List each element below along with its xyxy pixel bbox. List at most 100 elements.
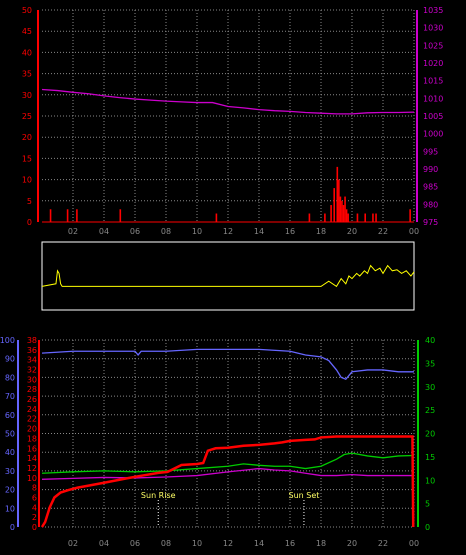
barometer-axis-label: Barometer (hpa)	[372, 0, 463, 12]
baro-tick-label: 975	[423, 218, 438, 227]
humidity-tick-label: 90	[5, 355, 15, 364]
baro-tick-label: 1035	[423, 6, 443, 15]
compass-s-top: S	[436, 237, 443, 250]
rain-tick-label: 2	[32, 513, 37, 522]
baro-tick-label: 985	[423, 183, 438, 192]
baro-tick-label: 980	[423, 200, 438, 209]
wind-bar	[364, 213, 366, 222]
rain-tick-label: 10	[27, 474, 37, 483]
dewpoint-line	[41, 467, 414, 480]
x-tick-label: 16	[285, 539, 295, 548]
wind-tick-label: 10	[22, 176, 32, 185]
x-tick-label: 20	[347, 539, 357, 548]
x-tick-label: 22	[378, 227, 388, 236]
wind-bar	[372, 213, 374, 222]
rain-tick-label: 22	[27, 415, 37, 424]
wind-tick-label: 30	[22, 91, 32, 100]
direction-frame	[41, 241, 415, 311]
wind-bar	[356, 213, 359, 222]
wind-bar	[330, 205, 332, 222]
rain-tick-label: 14	[27, 454, 37, 463]
chart-title: 24 hour graph day - 06 December 2005	[172, 0, 391, 12]
x-tick-label: 04	[99, 227, 109, 236]
rain-hum-temp-panel: 02 04 06 08 10 12 14 16 18 20 22 000102030405060708…	[0, 336, 435, 548]
temperature-axis-label: Temperature (°C)	[311, 319, 407, 332]
x-tick-label: 08	[161, 227, 171, 236]
wind-bar	[336, 166, 339, 222]
compass-s-bottom: S	[436, 305, 443, 318]
x-tick-label: 14	[254, 227, 264, 236]
temp-tick-label: 25	[425, 406, 435, 415]
temp-tick-label: 20	[425, 430, 435, 439]
rainfall-line	[40, 435, 415, 528]
wind-tick-label: 50	[22, 6, 32, 15]
wind-bar	[333, 188, 335, 222]
x-tick-label: 00	[409, 227, 419, 236]
humidity-tick-label: 80	[5, 373, 15, 382]
wind-bar	[342, 205, 345, 222]
baro-tick-label: 1005	[423, 112, 443, 121]
humidity-tick-label: 10	[5, 504, 15, 513]
temp-tick-label: 15	[425, 453, 435, 462]
x-tick-label: 12	[223, 539, 233, 548]
x-tick-label: 04	[99, 539, 109, 548]
wind-tick-label: 0	[27, 218, 32, 227]
rain-tick-label: 34	[27, 356, 37, 365]
rain-tick-label: 16	[27, 444, 37, 453]
barometer-line	[41, 88, 415, 115]
wind-bar	[215, 213, 218, 222]
dewpoint-axis-label: Dew Point (°C)	[393, 319, 466, 332]
rain-tick-label: 0	[32, 523, 37, 532]
wind-tick-label: 15	[22, 154, 32, 163]
humidity-line	[41, 348, 414, 381]
rain-tick-label: 26	[27, 395, 37, 404]
wind-bar	[339, 196, 342, 222]
x-tick-label: 06	[130, 539, 140, 548]
humidity-tick-label: 70	[5, 392, 15, 401]
rain-tick-label: 24	[27, 405, 37, 414]
rain-tick-label: 6	[32, 493, 37, 502]
wind-tick-label: 5	[27, 197, 32, 206]
humidity-tick-label: 50	[5, 430, 15, 439]
x-tick-label: 02	[68, 539, 78, 548]
rain-tick-label: 38	[27, 336, 37, 345]
temp-tick-label: 5	[425, 500, 430, 509]
temp-tick-label: 40	[425, 336, 435, 345]
baro-tick-label: 1030	[423, 24, 443, 33]
wind-bar	[375, 213, 377, 222]
x-tick-label: 10	[192, 539, 202, 548]
compass-w: W	[436, 288, 447, 301]
x-tick-label: 18	[316, 539, 326, 548]
humidity-tick-label: 60	[5, 411, 15, 420]
wind-tick-label: 45	[22, 27, 32, 36]
wind-baro-panel: 02 04 06 08 10 12 14 16 18 20 22 000510152025303540…	[22, 6, 444, 236]
x-tick-label: 18	[316, 227, 326, 236]
baro-tick-label: 1025	[423, 41, 443, 50]
wind-bar	[324, 213, 326, 222]
wind-bar	[344, 196, 346, 222]
wind-axis-label: Windspeed (kph)	[38, 0, 131, 12]
rain-tick-label: 20	[27, 425, 37, 434]
wind-tick-label: 25	[22, 112, 32, 121]
humidity-tick-label: 100	[0, 336, 15, 345]
wind-bar	[308, 213, 311, 222]
x-tick-label: 02	[68, 227, 78, 236]
humidity-tick-label: 0	[10, 523, 15, 532]
rain-tick-label: 8	[32, 484, 37, 493]
temp-tick-label: 35	[425, 359, 435, 368]
direction-panel	[41, 241, 415, 311]
wind-tick-label: 20	[22, 133, 32, 142]
baro-tick-label: 1020	[423, 59, 443, 68]
wind-bar	[76, 209, 78, 222]
direction-line	[41, 264, 415, 288]
sunrise-marker-label: Sun Rise	[141, 491, 176, 500]
x-tick-label: 12	[223, 227, 233, 236]
wind-bar	[345, 209, 348, 222]
rainfall-axis-label: Rainfall (mm)	[2, 319, 76, 332]
rain-tick-label: 32	[27, 366, 37, 375]
x-tick-label: 08	[161, 539, 171, 548]
rain-tick-label: 30	[27, 375, 37, 384]
wind-bar	[341, 200, 343, 222]
humidity-tick-label: 20	[5, 486, 15, 495]
